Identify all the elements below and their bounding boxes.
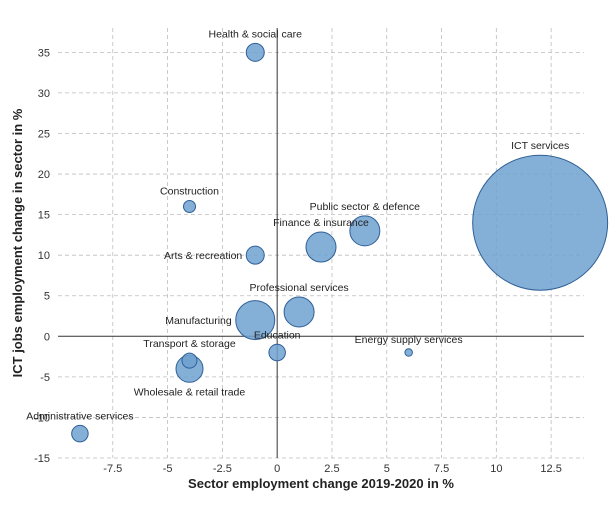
y-tick-label: 25 <box>38 128 50 140</box>
y-tick-label: 0 <box>44 331 50 343</box>
bubble-point <box>349 215 381 247</box>
bubbles <box>71 42 609 443</box>
bubble-label: Arts & recreation <box>164 250 242 262</box>
y-tick-label: -10 <box>34 412 50 424</box>
x-tick-label: -7.5 <box>103 463 122 475</box>
bubble-point <box>235 300 276 341</box>
y-tick-label: 15 <box>38 210 50 222</box>
x-tick-label: 2.5 <box>324 463 339 475</box>
bubble-point <box>245 245 265 265</box>
x-tick-label: 0 <box>274 463 280 475</box>
y-tick-label: 35 <box>38 47 50 59</box>
y-tick-label: 10 <box>38 250 50 262</box>
y-axis-title: ICT jobs employment change in sector in … <box>10 108 25 377</box>
bubble-label: Transport & storage <box>143 338 236 350</box>
x-tick-label: 7.5 <box>434 463 449 475</box>
bubble-point <box>404 348 413 357</box>
x-tick-label: 12.5 <box>540 463 561 475</box>
bubble-point <box>305 231 337 263</box>
x-tick-label: -2.5 <box>213 463 232 475</box>
zero-lines <box>58 28 584 458</box>
x-axis-title: Sector employment change 2019-2020 in % <box>188 476 454 491</box>
bubble-point <box>268 343 286 362</box>
bubble-point <box>283 296 315 328</box>
y-tick-label: 5 <box>44 291 50 303</box>
bubble-label: Construction <box>160 185 219 197</box>
bubble-point <box>71 424 89 443</box>
bubble-label: Energy supply services <box>355 334 463 346</box>
y-tick-label: -15 <box>34 453 50 465</box>
y-tick-label: 20 <box>38 169 50 181</box>
bubble-label: ICT services <box>511 140 569 152</box>
bubble-label: Public sector & defence <box>310 201 420 213</box>
bubble-label: Wholesale & retail trade <box>134 386 246 398</box>
bubble-point <box>183 199 196 213</box>
y-axis-ticks: -15 -10 -5 0 5 10 15 20 25 30 35 <box>34 47 50 465</box>
bubble-labels: Health & social care Construction Arts & r… <box>26 28 569 422</box>
bubble-point <box>245 42 265 62</box>
bubble-point <box>472 154 609 291</box>
bubble-label: Professional services <box>249 282 348 294</box>
bubble-label: Education <box>254 329 301 341</box>
bubble-label: Finance & insurance <box>273 217 369 229</box>
y-tick-label: -5 <box>40 372 50 384</box>
bubble-label: Manufacturing <box>165 315 232 327</box>
y-tick-label: 30 <box>38 88 50 100</box>
x-tick-label: 5 <box>384 463 390 475</box>
bubble-label: Administrative services <box>26 410 133 422</box>
bubble-point <box>181 352 198 369</box>
x-tick-label: -5 <box>163 463 173 475</box>
x-tick-label: 10 <box>490 463 502 475</box>
x-axis-ticks: -7.5 -5 -2.5 0 2.5 5 7.5 10 12.5 <box>103 463 562 475</box>
bubble-label: Health & social care <box>209 28 303 40</box>
